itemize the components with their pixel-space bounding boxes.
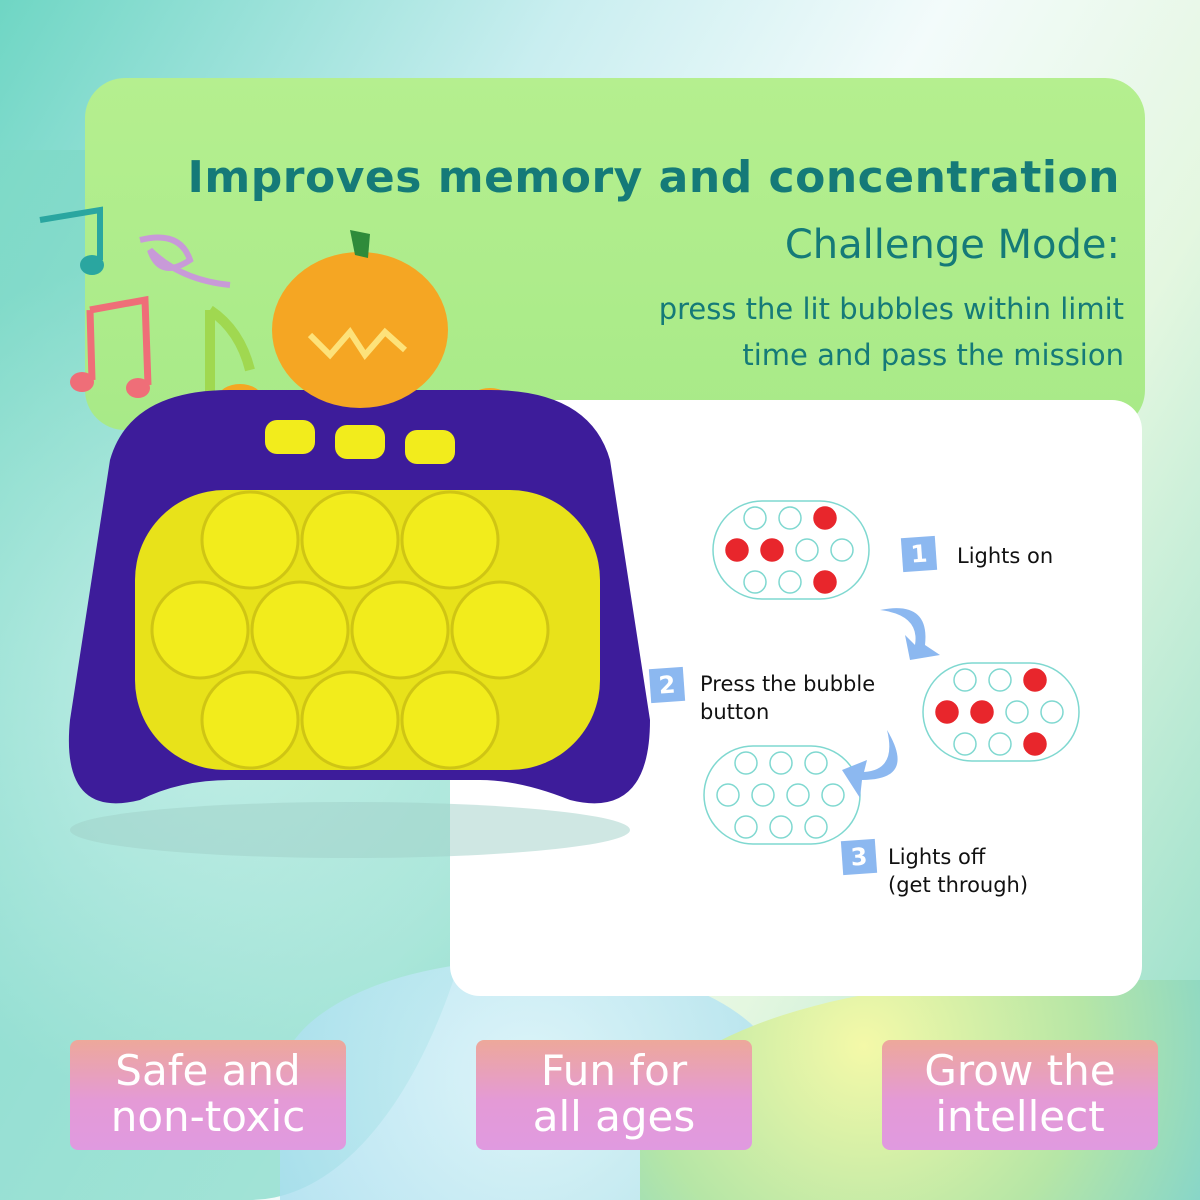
mode-description: press the lit bubbles within limit time … (659, 286, 1124, 378)
info-banner (85, 78, 1145, 430)
unlit-bubble (734, 751, 758, 775)
headline: Improves memory and concentration (187, 152, 1120, 203)
desc-line: press the lit bubbles within limit (658, 292, 1124, 326)
bubble-diagram (703, 745, 861, 845)
pumpkin (272, 252, 448, 408)
unlit-bubble (953, 668, 977, 692)
menu-icon (265, 420, 315, 454)
lit-bubble (813, 506, 837, 530)
step-text: Lights on (957, 544, 1054, 568)
bubble-diagram (922, 662, 1080, 762)
unlit-bubble (988, 732, 1012, 756)
lit-bubble (935, 700, 959, 724)
unlit-bubble (1005, 700, 1029, 724)
power-icon (335, 425, 385, 459)
step-label: Lights on (957, 542, 1053, 570)
sound-icon (405, 430, 455, 464)
unlit-bubble (751, 783, 775, 807)
unlit-bubble (988, 668, 1012, 692)
mode-title: Challenge Mode: (784, 222, 1120, 268)
step-number: 1 (900, 535, 938, 573)
step-text: Press the bubble (700, 672, 876, 696)
lit-bubble (725, 538, 749, 562)
feature-badge: Grow the intellect (882, 1040, 1158, 1150)
lit-bubble (813, 570, 837, 594)
desc-line: time and pass the mission (742, 338, 1124, 372)
unlit-bubble (953, 732, 977, 756)
unlit-bubble (743, 506, 767, 530)
unlit-bubble (769, 751, 793, 775)
unlit-bubble (716, 783, 740, 807)
step-number: 2 (648, 666, 686, 704)
feature-text: Grow the intellect (924, 1046, 1116, 1141)
unlit-bubble (743, 570, 767, 594)
step-label: Lights off (get through) (888, 843, 1028, 899)
feature-badge: Fun for all ages (476, 1040, 752, 1150)
step-text: button (700, 700, 770, 724)
unlit-bubble (778, 570, 802, 594)
lit-bubble (1023, 732, 1047, 756)
unlit-bubble (1040, 700, 1064, 724)
bubble-diagram (712, 500, 870, 600)
unlit-bubble (786, 783, 810, 807)
step-number: 3 (840, 838, 878, 876)
unlit-bubble (778, 506, 802, 530)
lit-bubble (1023, 668, 1047, 692)
feature-badge: Safe and non-toxic (70, 1040, 346, 1150)
curved-arrow-icon (880, 608, 940, 660)
lit-bubble (970, 700, 994, 724)
unlit-bubble (769, 815, 793, 839)
unlit-bubble (734, 815, 758, 839)
step-text: (get through) (888, 873, 1029, 897)
unlit-bubble (795, 538, 819, 562)
pop-it-game-device (68, 230, 650, 858)
step-label: Press the bubble button (700, 670, 875, 726)
step-text: Lights off (888, 845, 986, 869)
unlit-bubble (804, 815, 828, 839)
lit-bubble (760, 538, 784, 562)
unlit-bubble (830, 538, 854, 562)
unlit-bubble (804, 751, 828, 775)
feature-text: Safe and non-toxic (110, 1046, 306, 1141)
feature-text: Fun for all ages (532, 1046, 696, 1141)
curved-arrow-icon (842, 730, 898, 798)
unlit-bubble (821, 783, 845, 807)
